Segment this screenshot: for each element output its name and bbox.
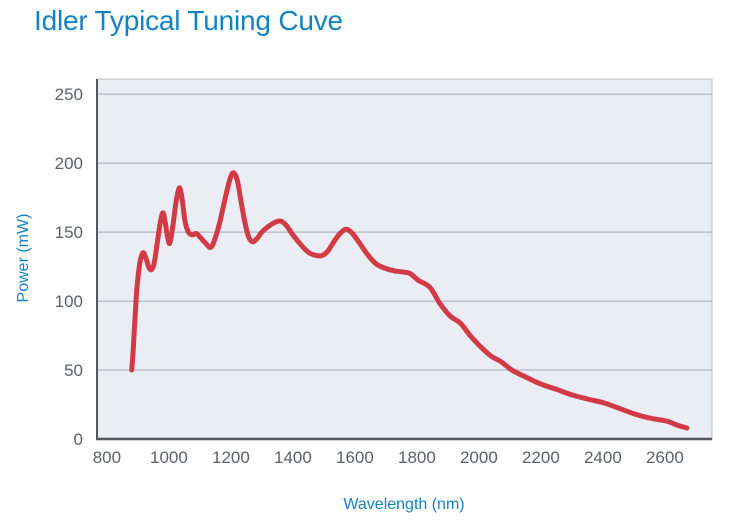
x-tick-label: 1400 [274, 448, 312, 467]
idler-curve [129, 170, 690, 431]
x-tick-label: 2600 [646, 448, 684, 467]
x-tick-label: 1800 [398, 448, 436, 467]
x-tick-label: 2400 [584, 448, 622, 467]
x-tick-label: 800 [93, 448, 121, 467]
plot-background [96, 78, 713, 440]
chart-title: Idler Typical Tuning Cuve [34, 5, 343, 36]
x-tick-label: 1600 [336, 448, 374, 467]
y-tick-label: 0 [74, 430, 83, 449]
y-tick-label: 50 [64, 361, 83, 380]
y-tick-label: 250 [55, 85, 83, 104]
x-tick-label: 2200 [522, 448, 560, 467]
x-axis-title: Wavelength (nm) [343, 496, 465, 513]
x-tick-label: 1200 [212, 448, 250, 467]
y-tick-label: 200 [55, 154, 83, 173]
y-tick-label: 100 [55, 292, 83, 311]
x-tick-label: 1000 [150, 448, 188, 467]
x-tick-label: 2000 [460, 448, 498, 467]
y-tick-label: 150 [55, 223, 83, 242]
